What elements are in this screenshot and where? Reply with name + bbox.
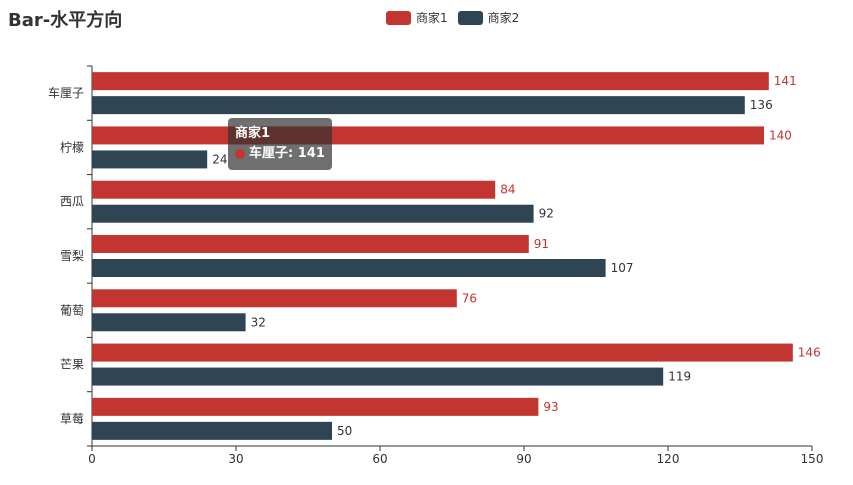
data-label-series-1: 146 [798, 346, 821, 360]
bar-series-2 [92, 367, 664, 386]
data-label-series-1: 140 [769, 128, 792, 142]
category-label: 西瓜 [60, 195, 84, 209]
bar-series-2 [92, 96, 745, 115]
data-label-series-2: 24 [212, 152, 227, 166]
x-tick-label: 150 [801, 452, 824, 466]
x-tick-label: 0 [88, 452, 96, 466]
data-label-series-2: 119 [668, 370, 691, 384]
bar-series-1 [92, 235, 529, 253]
bar-series-2 [92, 421, 332, 440]
category-label: 车厘子 [48, 85, 84, 100]
x-tick-label: 90 [516, 452, 531, 466]
legend-swatch-series-1 [386, 10, 411, 25]
data-label-series-1: 84 [500, 183, 515, 197]
bar-series-1 [92, 180, 496, 199]
bar-series-1 [92, 343, 793, 362]
bar-series-1 [92, 397, 539, 416]
data-label-series-1: 141 [774, 74, 797, 88]
category-label: 葡萄 [60, 303, 84, 317]
data-label-series-2: 107 [611, 261, 634, 275]
x-tick-label: 120 [657, 452, 680, 466]
x-tick-label: 30 [228, 452, 243, 466]
chart-title: Bar-水平方向 [8, 10, 123, 31]
tooltip-row: 车厘子: 141 [235, 144, 325, 164]
data-label-series-2: 92 [539, 207, 554, 221]
legend-item-series-2[interactable]: 商家2 [457, 9, 520, 26]
tooltip: 商家1 车厘子: 141 [228, 118, 332, 170]
category-label: 芒果 [60, 357, 84, 372]
bar-series-2 [92, 313, 246, 332]
category-label: 柠檬 [60, 139, 84, 154]
data-label-series-1: 76 [462, 291, 477, 305]
bar-series-1 [92, 72, 769, 91]
bar-series-2 [92, 150, 208, 169]
data-label-series-2: 50 [337, 424, 352, 438]
bar-series-2 [92, 204, 534, 223]
bar-series-1 [92, 289, 457, 308]
data-label-series-1: 91 [534, 237, 549, 251]
bar-series-2 [92, 259, 606, 277]
legend-label-series-1: 商家1 [416, 11, 448, 25]
category-label: 草莓 [60, 412, 84, 426]
data-label-series-1: 93 [543, 400, 558, 414]
tooltip-label: 车厘子: 141 [249, 146, 325, 161]
legend: 商家1 商家2 [386, 9, 519, 26]
legend-label-series-2: 商家2 [487, 11, 520, 25]
tooltip-dot-icon [235, 149, 245, 159]
tooltip-title: 商家1 [235, 126, 271, 141]
x-tick-label: 60 [372, 452, 387, 466]
legend-item-series-1[interactable]: 商家1 [386, 9, 448, 26]
legend-swatch-series-2 [457, 10, 483, 25]
bar-series-1 [92, 126, 764, 145]
category-label: 雪梨 [60, 249, 84, 263]
data-label-series-2: 32 [251, 315, 266, 329]
data-label-series-2: 136 [750, 98, 773, 112]
